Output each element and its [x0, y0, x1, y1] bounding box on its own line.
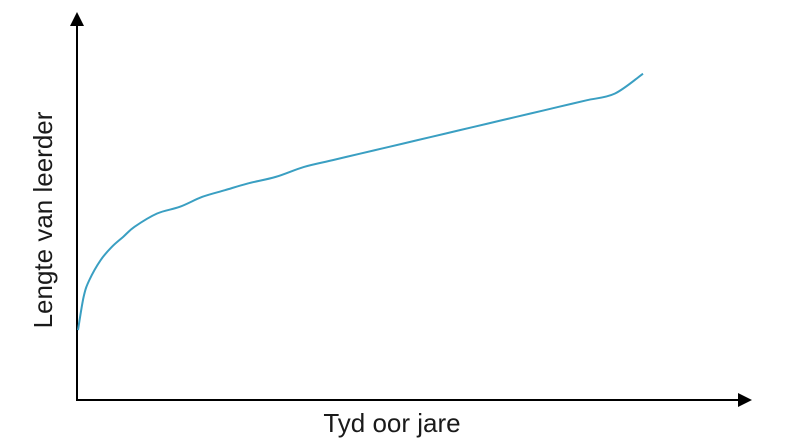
x-axis-arrow-icon — [738, 393, 752, 407]
y-axis — [70, 12, 84, 400]
x-axis — [76, 393, 752, 407]
y-axis-label: Lengte van leerder — [28, 111, 58, 328]
series-line — [77, 72, 644, 331]
y-axis-arrow-icon — [70, 12, 84, 26]
x-axis-label: Tyd oor jare — [323, 408, 460, 438]
